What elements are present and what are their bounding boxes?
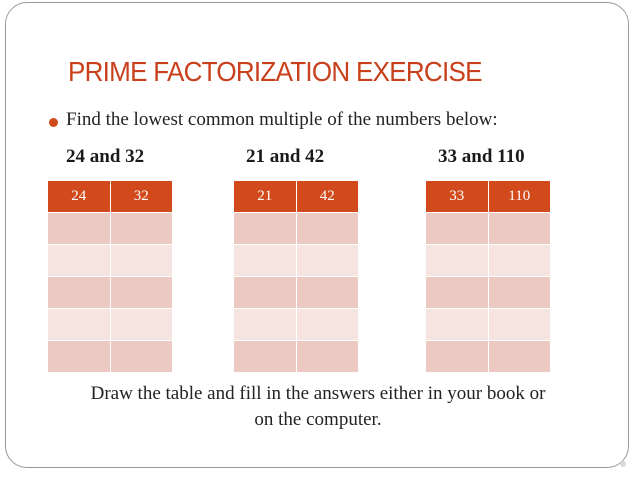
table-header-row: 21 42	[233, 180, 359, 213]
table-row	[47, 244, 173, 277]
table-row	[425, 308, 551, 341]
table-header-cell: 42	[295, 180, 359, 213]
table-cell	[487, 308, 551, 341]
pair-label-1: 24 and 32	[66, 146, 145, 167]
table-cell	[109, 308, 173, 341]
pair-label-2: 21 and 42	[246, 146, 325, 167]
footer-line-1: Draw the table and fill in the answers e…	[90, 383, 546, 404]
table-cell	[233, 340, 297, 373]
table-header-cell: 24	[47, 180, 111, 213]
table-row	[47, 276, 173, 309]
pair-label-3: 33 and 110	[438, 146, 525, 167]
table-header-cell: 33	[425, 180, 489, 213]
table-cell	[47, 308, 111, 341]
table-cell	[295, 276, 359, 309]
table-cell	[425, 308, 489, 341]
table-cell	[295, 244, 359, 277]
table-header-cell: 32	[109, 180, 173, 213]
table-row	[425, 340, 551, 373]
factor-table-3: 33 110	[425, 180, 551, 373]
table-header-row: 33 110	[425, 180, 551, 213]
table-header-cell: 110	[487, 180, 551, 213]
table-row	[233, 276, 359, 309]
table-row	[425, 212, 551, 245]
table-row	[47, 212, 173, 245]
table-cell	[425, 212, 489, 245]
table-cell	[233, 308, 297, 341]
table-cell	[295, 340, 359, 373]
slide-title: PRIME FACTORIZATION EXERCISE	[68, 56, 482, 87]
table-cell	[47, 276, 111, 309]
table-row	[47, 340, 173, 373]
table-row	[425, 244, 551, 277]
table-cell	[233, 212, 297, 245]
table-row	[233, 340, 359, 373]
table-cell	[487, 212, 551, 245]
table-cell	[425, 340, 489, 373]
table-cell	[487, 244, 551, 277]
table-row	[233, 244, 359, 277]
footer-instructions: Draw the table and fill in the answers e…	[40, 381, 596, 433]
table-cell	[109, 340, 173, 373]
table-row	[233, 308, 359, 341]
table-cell	[233, 276, 297, 309]
table-cell	[109, 276, 173, 309]
table-cell	[425, 244, 489, 277]
table-row	[425, 276, 551, 309]
footer-line-2: on the computer.	[254, 409, 382, 430]
table-cell	[233, 244, 297, 277]
table-cell	[109, 212, 173, 245]
table-header-row: 24 32	[47, 180, 173, 213]
table-header-cell: 21	[233, 180, 297, 213]
factor-table-1: 24 32	[47, 180, 173, 373]
factor-table-2: 21 42	[233, 180, 359, 373]
table-cell	[109, 244, 173, 277]
table-cell	[487, 276, 551, 309]
slide-corner-dot	[620, 461, 626, 467]
instruction-text: Find the lowest common multiple of the n…	[66, 109, 498, 130]
table-row	[47, 308, 173, 341]
bullet-icon	[49, 118, 58, 127]
table-cell	[295, 308, 359, 341]
table-row	[233, 212, 359, 245]
table-cell	[425, 276, 489, 309]
slide-frame	[5, 2, 629, 468]
table-cell	[487, 340, 551, 373]
table-cell	[295, 212, 359, 245]
table-cell	[47, 212, 111, 245]
table-cell	[47, 340, 111, 373]
table-cell	[47, 244, 111, 277]
